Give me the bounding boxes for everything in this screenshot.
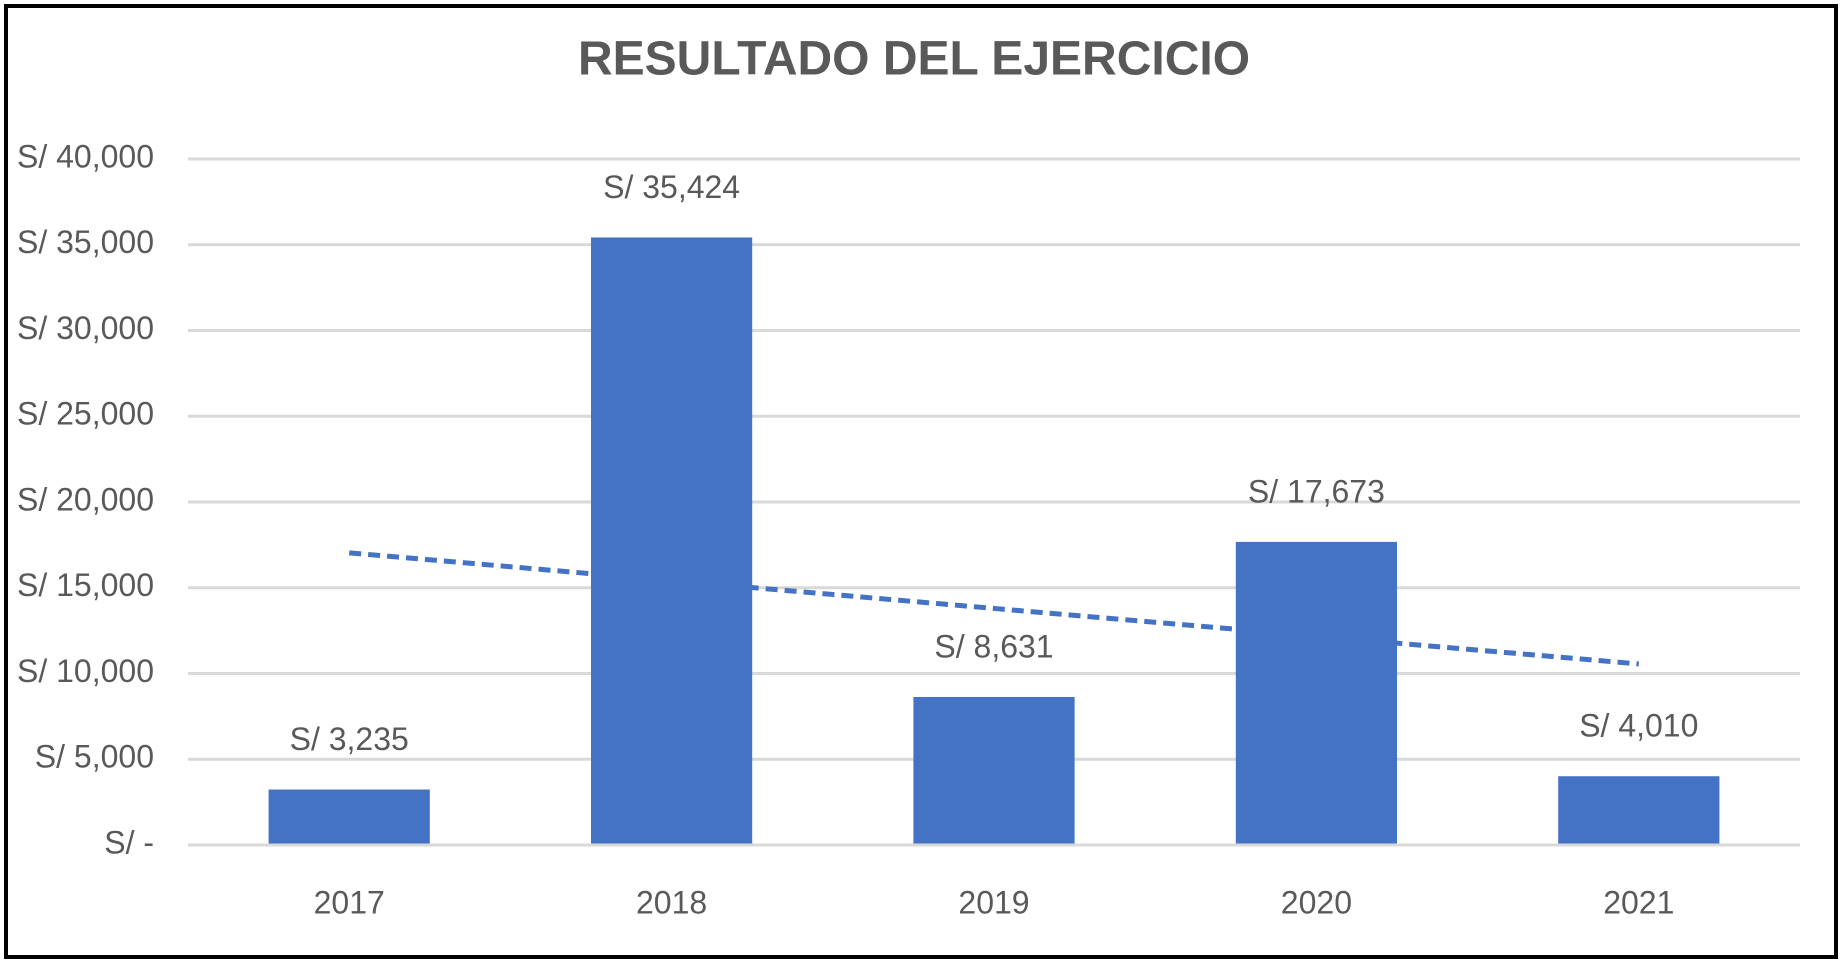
data-label: S/ 35,424	[603, 169, 740, 205]
x-tick-label: 2019	[958, 884, 1029, 920]
x-tick-label: 2020	[1281, 884, 1352, 920]
bar	[1235, 541, 1397, 845]
data-label: S/ 8,631	[934, 628, 1053, 664]
y-tick-label: S/ 20,000	[17, 481, 154, 517]
y-tick-label: S/ -	[104, 824, 154, 860]
y-tick-label: S/ 5,000	[35, 739, 154, 775]
data-label: S/ 3,235	[290, 721, 409, 757]
y-tick-label: S/ 15,000	[17, 567, 154, 603]
y-tick-label: S/ 35,000	[17, 224, 154, 260]
y-tick-label: S/ 10,000	[17, 653, 154, 689]
data-label: S/ 17,673	[1248, 473, 1385, 509]
bar	[591, 237, 753, 845]
trendline	[348, 550, 1640, 667]
x-tick-label: 2021	[1603, 884, 1674, 920]
x-tick-label: 2017	[314, 884, 385, 920]
bar	[268, 789, 430, 845]
x-tick-label: 2018	[636, 884, 707, 920]
bar	[1558, 776, 1720, 845]
data-label: S/ 4,010	[1579, 708, 1698, 744]
chart-title: RESULTADO DEL EJERCICIO	[578, 33, 1250, 86]
y-tick-label: S/ 40,000	[17, 138, 154, 174]
y-tick-label: S/ 25,000	[17, 396, 154, 432]
bar	[913, 696, 1075, 845]
y-tick-label: S/ 30,000	[17, 310, 154, 346]
